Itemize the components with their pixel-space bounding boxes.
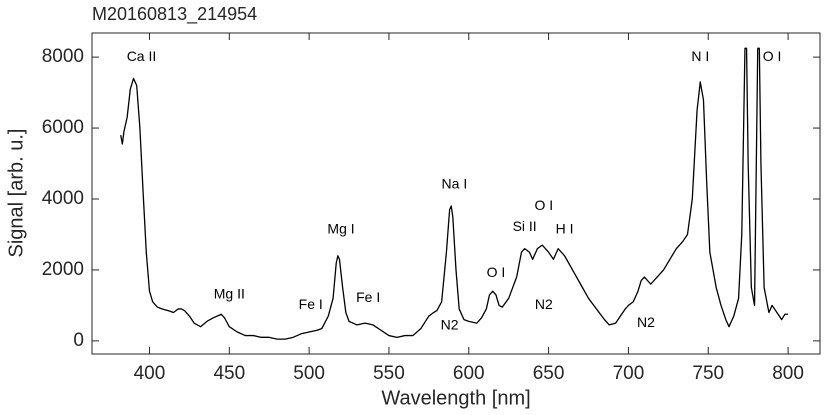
annotation: H I [556,221,574,237]
annotation: Ca II [127,48,157,64]
y-axis-label: Signal [arb. u.] [5,129,27,258]
x-tick-label: 400 [134,363,166,384]
annotation: Fe I [299,296,323,312]
x-tick-label: 600 [453,363,485,384]
spectrum-line [120,47,789,340]
annotation: O I [534,197,553,213]
annotation: Si II [513,218,537,234]
annotation: N2 [535,296,553,312]
annotation: Mg I [327,221,354,237]
x-tick-label: 800 [772,363,804,384]
x-tick-label: 550 [373,363,405,384]
x-tick-label: 700 [613,363,645,384]
x-tick-label: 500 [293,363,325,384]
y-tick-label: 8000 [42,46,84,67]
chart-title: M20160813_214954 [92,4,257,25]
annotation: Fe I [356,289,380,305]
y-tick-label: 6000 [42,117,84,138]
annotation: O I [763,48,782,64]
annotation: Mg II [214,285,245,301]
annotation: N I [691,48,709,64]
y-tick-label: 2000 [42,259,84,280]
annotation: O I [487,264,506,280]
x-tick-label: 650 [533,363,565,384]
annotation: N2 [441,317,459,333]
x-tick-label: 750 [692,363,724,384]
y-tick-label: 0 [73,330,84,351]
x-tick-label: 450 [213,363,245,384]
x-axis-label: Wavelength [nm] [381,387,530,409]
annotation: N2 [637,314,655,330]
y-tick-label: 4000 [42,188,84,209]
plot-frame [91,32,821,355]
annotation: Na I [442,176,468,192]
